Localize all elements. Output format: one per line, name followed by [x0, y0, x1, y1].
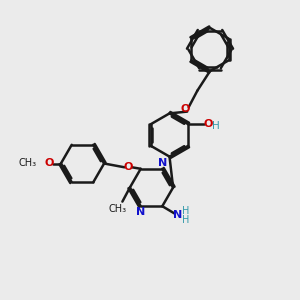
- Text: CH₃: CH₃: [109, 203, 127, 214]
- Text: N: N: [136, 207, 145, 217]
- Text: N: N: [158, 158, 167, 168]
- Text: H: H: [212, 121, 220, 131]
- Text: O: O: [123, 162, 133, 172]
- Text: O: O: [45, 158, 54, 169]
- Text: N: N: [173, 210, 182, 220]
- Text: H: H: [182, 206, 189, 216]
- Text: CH₃: CH₃: [19, 158, 37, 169]
- Text: O: O: [180, 103, 190, 114]
- Text: H: H: [182, 215, 189, 225]
- Text: O: O: [203, 118, 212, 129]
